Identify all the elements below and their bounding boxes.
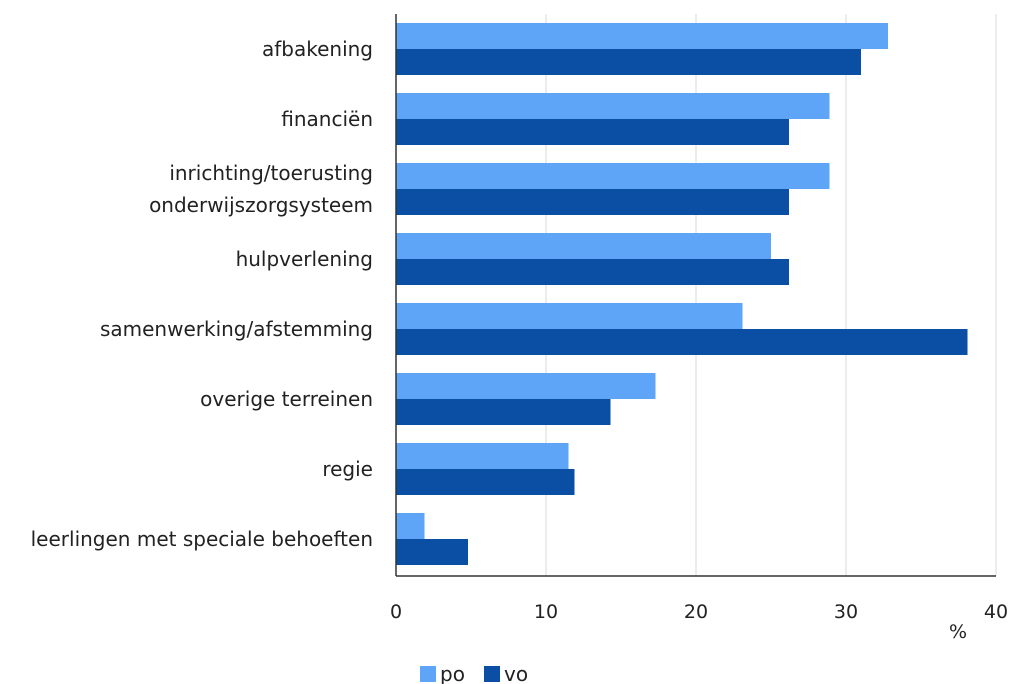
- bar-vo-4: [396, 329, 968, 355]
- category-label: inrichting/toerusting: [169, 161, 373, 185]
- bar-po-3: [396, 233, 771, 259]
- category-label: regie: [322, 457, 373, 481]
- bar-vo-6: [396, 469, 575, 495]
- legend-label-vo: vo: [504, 662, 528, 684]
- bar-vo-5: [396, 399, 611, 425]
- x-tick-label: 30: [834, 601, 858, 623]
- bar-vo-0: [396, 49, 861, 75]
- category-label: financiën: [281, 107, 373, 131]
- legend: po vo: [420, 662, 528, 684]
- bar-vo-3: [396, 259, 789, 285]
- category-label: hulpverlening: [236, 247, 373, 271]
- x-tick-label: 0: [390, 601, 402, 623]
- bar-po-7: [396, 513, 425, 539]
- bar-po-4: [396, 303, 743, 329]
- bar-vo-2: [396, 189, 789, 215]
- category-label: samenwerking/afstemming: [100, 317, 373, 341]
- category-label: afbakening: [262, 37, 373, 61]
- bar-po-6: [396, 443, 569, 469]
- legend-label-po: po: [440, 662, 465, 684]
- bars: [396, 23, 968, 565]
- bar-po-2: [396, 163, 830, 189]
- bar-po-0: [396, 23, 888, 49]
- bar-po-5: [396, 373, 656, 399]
- x-tick-labels: 0 10 20 30 40: [390, 601, 1008, 623]
- bar-vo-7: [396, 539, 468, 565]
- bar-vo-1: [396, 119, 789, 145]
- legend-swatch-vo: [484, 666, 500, 682]
- category-labels: afbakening financiën inrichting/toerusting…: [31, 37, 373, 551]
- x-tick-label: 20: [684, 601, 708, 623]
- x-tick-label: 10: [534, 601, 558, 623]
- x-axis-unit-label: %: [949, 621, 967, 643]
- axes: [395, 14, 996, 577]
- category-label: leerlingen met speciale behoeften: [31, 527, 373, 551]
- legend-swatch-po: [420, 666, 436, 682]
- category-label: onderwijszorgsysteem: [149, 193, 373, 217]
- bar-po-1: [396, 93, 830, 119]
- category-label: overige terreinen: [200, 387, 373, 411]
- x-tick-label: 40: [984, 601, 1008, 623]
